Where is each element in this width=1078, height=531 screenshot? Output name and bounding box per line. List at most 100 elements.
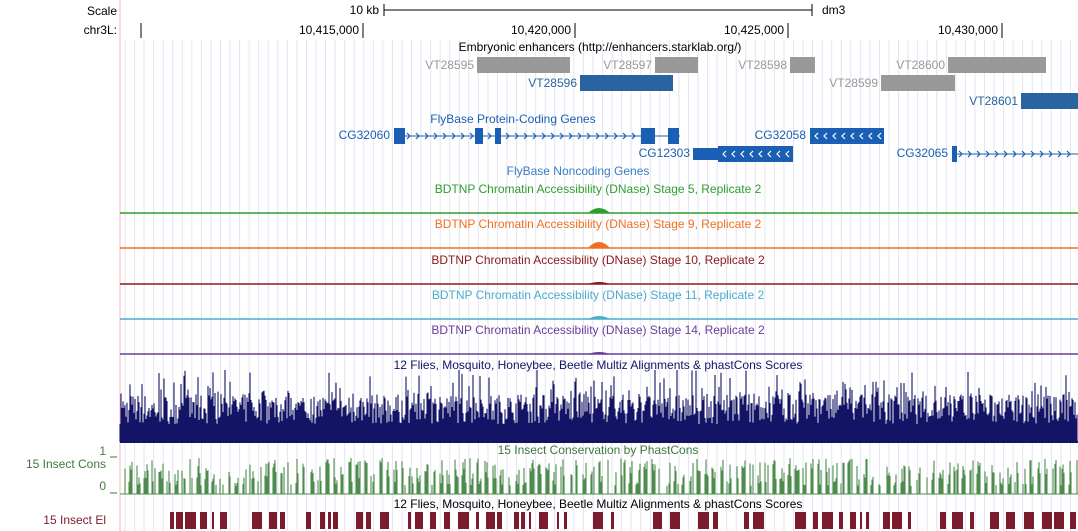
element (539, 512, 548, 529)
element (328, 512, 331, 529)
strand-arrow (631, 132, 636, 140)
strand-arrow (406, 132, 411, 140)
element (415, 512, 423, 529)
enhancer (1021, 93, 1078, 109)
element (883, 512, 890, 529)
enhancer (477, 57, 570, 73)
track-title: BDTNP Chromatin Accessibility (DNase) St… (435, 182, 762, 196)
enhancer (655, 57, 698, 73)
multiz-signal (119, 370, 1078, 442)
strand-arrow (622, 132, 627, 140)
strand-arrow (731, 150, 736, 158)
track-label: 15 Insect Cons (26, 457, 106, 471)
element (333, 512, 338, 529)
signal-peak (588, 282, 610, 284)
exon (810, 128, 884, 144)
strand-arrow (595, 132, 600, 140)
strand-arrow (740, 150, 745, 158)
element (952, 512, 963, 529)
exon (495, 128, 501, 144)
strand-arrow (877, 132, 882, 140)
scale-bar-label: 10 kb (350, 3, 380, 17)
gene-label: CG32060 (339, 128, 391, 142)
strand-arrow (1003, 150, 1008, 158)
exon (668, 128, 679, 144)
enhancer-label: VT28597 (603, 58, 652, 72)
strand-arrow (505, 132, 510, 140)
element (860, 512, 862, 529)
axis-max: 1 (99, 444, 106, 458)
element (476, 512, 479, 529)
element (866, 512, 869, 529)
element (430, 512, 436, 529)
element (839, 512, 843, 529)
strand-arrow (722, 150, 727, 158)
element (670, 512, 680, 529)
element (892, 512, 902, 529)
element (593, 512, 603, 529)
strand-arrow (967, 150, 972, 158)
element (1042, 512, 1052, 529)
ruler-label: 10,430,000 (938, 23, 998, 37)
strand-arrow (994, 150, 999, 158)
element (713, 512, 718, 529)
strand-arrow (568, 132, 573, 140)
strand-arrow (776, 150, 781, 158)
enhancer-label: VT28599 (829, 76, 878, 90)
strand-arrow (814, 132, 819, 140)
strand-arrow (850, 132, 855, 140)
element (940, 512, 946, 529)
strand-arrow (487, 132, 492, 140)
enhancer-label: VT28601 (969, 94, 1018, 108)
strand-arrow (758, 150, 763, 158)
element (653, 512, 662, 529)
strand-arrow (976, 150, 981, 158)
track-title: 15 Insect Conservation by PhastCons (498, 443, 699, 457)
track-title: BDTNP Chromatin Accessibility (DNase) St… (431, 253, 765, 267)
element (795, 512, 806, 529)
element (486, 512, 495, 529)
scale-label: Scale (87, 4, 117, 18)
element (356, 512, 363, 529)
element (200, 512, 207, 529)
strand-arrow (559, 132, 564, 140)
element (320, 512, 325, 529)
utr (693, 148, 718, 160)
ruler-label: 10,425,000 (724, 23, 784, 37)
signal-peak (588, 208, 610, 213)
element (380, 512, 389, 529)
element (850, 512, 856, 529)
element (185, 512, 196, 529)
element (408, 512, 411, 529)
exon (952, 146, 957, 162)
strand-arrow (451, 132, 456, 140)
element (822, 512, 833, 529)
element (366, 512, 371, 529)
element (564, 512, 567, 529)
signal-peak (588, 316, 610, 319)
exon (718, 146, 793, 162)
strand-arrow (832, 132, 837, 140)
track-title: 12 Flies, Mosquito, Honeybee, Beetle Mul… (394, 358, 803, 372)
element (497, 512, 502, 529)
element (990, 512, 999, 529)
element (813, 512, 818, 529)
strand-arrow (523, 132, 528, 140)
strand-arrow (514, 132, 519, 140)
enhancer (881, 75, 955, 91)
gene-label: CG12303 (639, 146, 691, 160)
strand-arrow (604, 132, 609, 140)
exon (394, 128, 405, 144)
strand-arrow (415, 132, 420, 140)
element (1070, 512, 1076, 529)
strand-arrow (749, 150, 754, 158)
enhancer-label: VT28598 (738, 58, 787, 72)
enhancer-label: VT28595 (425, 58, 474, 72)
strand-arrow (433, 132, 438, 140)
track-title: BDTNP Chromatin Accessibility (DNase) St… (431, 323, 765, 337)
strand-arrow (841, 132, 846, 140)
ruler-label: 10,420,000 (511, 23, 571, 37)
element (306, 512, 311, 529)
signal-peak (588, 242, 610, 248)
element (252, 512, 262, 529)
